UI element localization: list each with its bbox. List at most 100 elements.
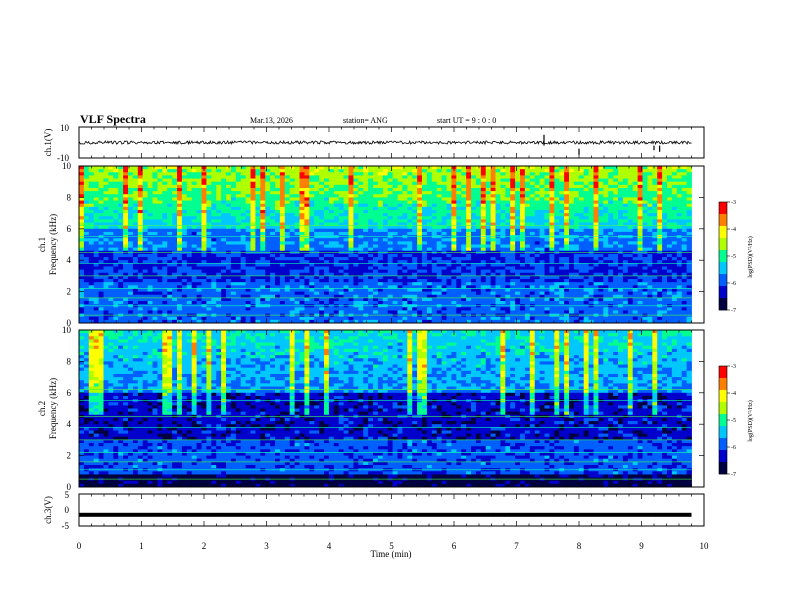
spectrogram-cell — [456, 191, 461, 195]
spectrogram-cell — [197, 179, 202, 183]
spectrogram-cell — [657, 257, 662, 261]
spectrogram-cell — [486, 226, 491, 230]
spectrogram-cell — [270, 219, 275, 223]
spectrogram-cell — [334, 216, 339, 220]
spectrogram-cell — [329, 254, 334, 258]
spectrogram-cell — [388, 175, 393, 179]
spectrogram-cell — [486, 191, 491, 195]
spectrogram-cell — [687, 226, 692, 230]
spectrogram-cell — [172, 229, 177, 233]
spectrogram-cell — [187, 207, 192, 211]
spectrogram-cell — [481, 226, 486, 230]
spectrogram-cell — [682, 213, 687, 217]
spectrogram-cell — [99, 276, 104, 280]
spectrogram-cell — [447, 179, 452, 183]
spectrogram-cell — [304, 232, 309, 236]
spectrogram-cell — [241, 282, 246, 286]
spectrogram-cell — [94, 226, 99, 230]
spectrogram-cell — [143, 169, 148, 173]
spectrogram-cell — [652, 270, 657, 274]
spectrogram-cell — [388, 245, 393, 249]
spectrogram-cell — [157, 226, 162, 230]
spectrogram-cell — [456, 166, 461, 170]
spectrogram-cell — [236, 232, 241, 236]
spectrogram-cell — [594, 207, 599, 211]
spectrogram-cell — [491, 197, 496, 201]
spectrogram-cell — [451, 276, 456, 280]
spectrogram-cell — [412, 254, 417, 258]
spectrogram-cell — [206, 254, 211, 258]
spectrogram-cell — [153, 191, 158, 195]
spectrogram-cell — [677, 216, 682, 220]
spectrogram-cell — [172, 288, 177, 292]
spectrogram-cell — [358, 197, 363, 201]
spectrogram-cell — [437, 266, 442, 270]
spectrogram-cell — [378, 201, 383, 205]
spectrogram-cell — [569, 266, 574, 270]
spectrogram-cell — [589, 219, 594, 223]
spectrogram-cell — [481, 213, 486, 217]
spectrogram-cell — [491, 238, 496, 242]
spectrogram-cell — [177, 279, 182, 283]
spectrogram-cell — [177, 182, 182, 186]
spectrogram-cell — [290, 232, 295, 236]
spectrogram-cell — [300, 197, 305, 201]
spectrogram-cell — [545, 169, 550, 173]
spectrogram-cell — [393, 229, 398, 233]
spectrogram-cell — [148, 201, 153, 205]
spectrogram-cell — [373, 194, 378, 198]
spectrogram-cell — [417, 201, 422, 205]
spectrogram-cell — [545, 216, 550, 220]
spectrogram-cell — [652, 204, 657, 208]
spectrogram-cell — [246, 266, 251, 270]
spectrogram-cell — [398, 219, 403, 223]
spectrogram-cell — [407, 241, 412, 245]
spectrogram-cell — [153, 263, 158, 267]
spectrogram-cell — [84, 175, 89, 179]
spectrogram-cell — [378, 248, 383, 252]
spectrogram-cell — [94, 201, 99, 205]
spectrogram-cell — [633, 175, 638, 179]
spectrogram-cell — [324, 197, 329, 201]
spectrogram-cell — [295, 282, 300, 286]
spectrogram-cell — [486, 238, 491, 242]
spectrogram-cell — [569, 229, 574, 233]
spectrogram-cell — [344, 185, 349, 189]
spectrogram-cell — [241, 238, 246, 242]
spectrogram-cell — [255, 216, 260, 220]
spectrogram-cell — [510, 248, 515, 252]
spectrogram-cell — [358, 266, 363, 270]
spectrogram-cell — [246, 179, 251, 183]
spectrogram-cell — [241, 210, 246, 214]
spectrogram-cell — [437, 282, 442, 286]
spectrogram-cell — [255, 166, 260, 170]
spectrogram-cell — [569, 179, 574, 183]
spectrogram-cell — [427, 204, 432, 208]
spectrogram-cell — [373, 282, 378, 286]
spectrogram-cell — [564, 182, 569, 186]
spectrogram-cell — [442, 197, 447, 201]
spectrogram-cell — [290, 282, 295, 286]
spectrogram-cell — [545, 241, 550, 245]
spectrogram-cell — [79, 276, 84, 280]
spectrogram-cell — [251, 248, 256, 252]
spectrogram-cell — [594, 282, 599, 286]
spectrogram-cell — [84, 282, 89, 286]
spectrogram-cell — [525, 191, 530, 195]
spectrogram-cell — [451, 172, 456, 176]
spectrogram-cell — [153, 226, 158, 230]
spectrogram-cell — [505, 216, 510, 220]
spectrogram-cell — [608, 207, 613, 211]
spectrogram-cell — [535, 166, 540, 170]
spectrogram-cell — [407, 238, 412, 242]
spectrogram-cell — [241, 216, 246, 220]
spectrogram-cell — [579, 241, 584, 245]
spectrogram-cell — [500, 276, 505, 280]
spectrogram-cell — [246, 166, 251, 170]
spectrogram-cell — [89, 175, 94, 179]
spectrogram-cell — [275, 182, 280, 186]
spectrogram-cell — [172, 248, 177, 252]
spectrogram-cell — [471, 207, 476, 211]
spectrogram-cell — [530, 182, 535, 186]
spectrogram-cell — [236, 254, 241, 258]
